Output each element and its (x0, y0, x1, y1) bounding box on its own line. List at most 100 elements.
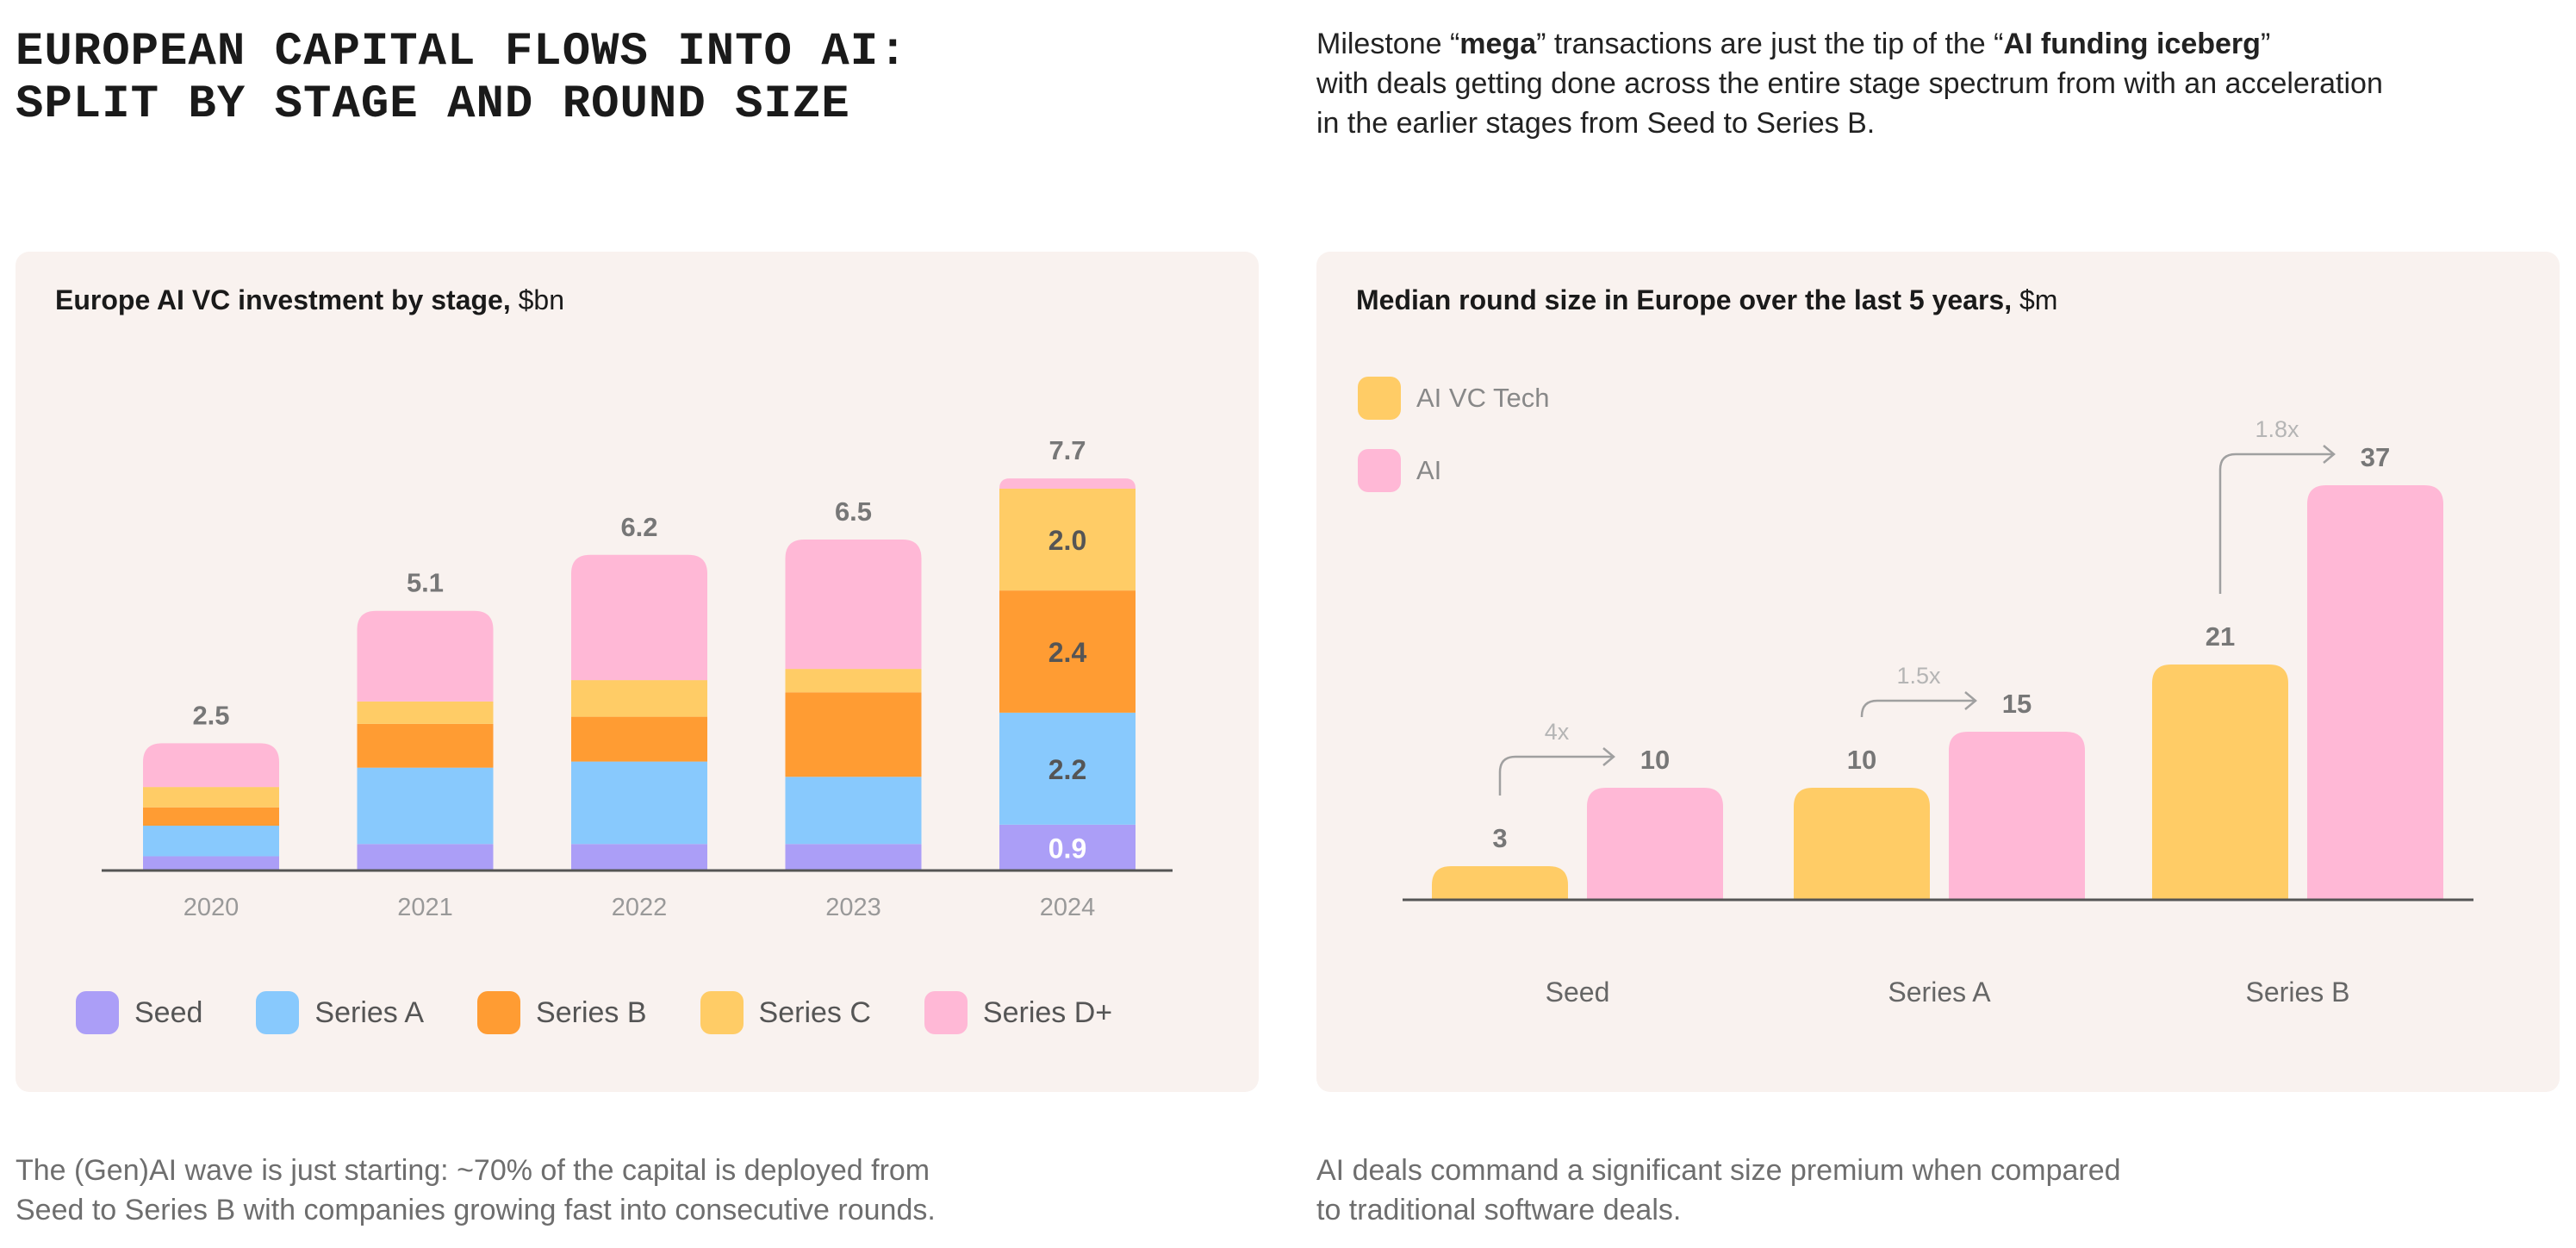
data-label-seed-2024: 0.9 (1048, 833, 1086, 864)
x-tick-2020: 2020 (184, 894, 240, 921)
multiplier-label-seed: 4x (1545, 719, 1570, 745)
value-label-ai-series-b: 37 (2361, 442, 2390, 472)
page-title-line-2: SPLIT BY STAGE AND ROUND SIZE (16, 78, 850, 131)
legend-swatch-series-d (924, 991, 968, 1034)
x-tick-2021: 2021 (397, 894, 453, 921)
x-tick-2023: 2023 (825, 894, 881, 921)
bar-series-a-2021 (357, 767, 494, 845)
legend-item-ai-vc-tech: AI VC Tech (1358, 377, 1550, 420)
value-label-ai-vc-tech-series-a: 10 (1847, 745, 1876, 775)
x-tick-seed: Seed (1546, 977, 1610, 1008)
round-caption-line-2: to traditional software deals. (1316, 1194, 1682, 1226)
legend-swatch-series-b (477, 991, 521, 1034)
bar-series-b-2020 (143, 807, 279, 827)
legend-label-series-a: Series A (314, 995, 425, 1029)
round-size-panel: Median round size in Europe over the las… (1316, 252, 2560, 1092)
bar-series-c-2023 (785, 669, 922, 693)
legend-item-series-b: Series B (477, 991, 647, 1034)
round-chart-title: Median round size in Europe over the las… (1356, 284, 2057, 316)
bar-series-b-2021 (357, 723, 494, 768)
bar-series-d-2024 (999, 478, 1136, 489)
bar-seed-2022 (571, 844, 707, 870)
legend-swatch-seed (76, 991, 119, 1034)
x-tick-2024: 2024 (1040, 894, 1096, 921)
bar-series-c-2021 (357, 701, 494, 724)
bar-series-c-2022 (571, 680, 707, 717)
intro-l1-e: ” (2260, 28, 2271, 60)
data-label-series-c-2024: 2.0 (1048, 525, 1086, 556)
data-label-series-b-2024: 2.4 (1048, 637, 1087, 668)
bar-series-d-2022 (571, 554, 707, 681)
x-tick-series-b: Series B (2246, 977, 2350, 1008)
legend-label-ai: AI (1416, 455, 1442, 485)
intro-line-3: in the earlier stages from Seed to Serie… (1316, 107, 1876, 140)
bar-series-a-2024 (999, 712, 1136, 825)
legend-label-series-c: Series C (758, 995, 871, 1029)
round-caption-line-1: AI deals command a significant size prem… (1316, 1154, 2121, 1187)
stage-chart-legend: Seed Series A Series B Series C Series D… (76, 991, 1166, 1034)
total-label-2024: 7.7 (1048, 435, 1086, 465)
bar-ai-vc-tech-series-b (2152, 665, 2288, 900)
page-title-line-1: EUROPEAN CAPITAL FLOWS INTO AI: (16, 26, 908, 78)
stage-investment-panel: Europe AI VC investment by stage, $bn 2.… (16, 252, 1259, 1092)
total-label-2021: 5.1 (407, 568, 444, 598)
bar-series-a-2020 (143, 826, 279, 857)
stage-chart-title-bold: Europe AI VC investment by stage, (55, 284, 511, 315)
growth-arrow-head-series-a (1964, 691, 1977, 710)
legend-label-ai-vc-tech: AI VC Tech (1416, 383, 1550, 413)
stage-chart-caption: The (Gen)AI wave is just starting: ~70% … (16, 1151, 936, 1230)
value-label-ai-vc-tech-series-b: 21 (2206, 621, 2235, 652)
intro-text: Milestone “mega” transactions are just t… (1316, 24, 2540, 143)
bar-series-d-2020 (143, 743, 279, 788)
legend-item-series-c: Series C (700, 991, 871, 1034)
value-label-ai-vc-tech-seed: 3 (1492, 823, 1507, 853)
intro-l1-a: Milestone “ (1316, 28, 1460, 60)
bar-series-b-2023 (785, 692, 922, 777)
bar-ai-series-a (1949, 732, 2085, 900)
round-chart-caption: AI deals command a significant size prem… (1316, 1151, 2121, 1230)
bar-series-a-2023 (785, 777, 922, 845)
growth-arrow-head-seed (1602, 747, 1615, 766)
legend-swatch-ai-vc-tech (1358, 377, 1401, 420)
legend-swatch-ai (1358, 449, 1401, 492)
intro-l1-iceberg: AI funding iceberg (2003, 28, 2261, 60)
total-label-2023: 6.5 (835, 496, 872, 527)
legend-label-series-b: Series B (536, 995, 647, 1029)
growth-arrow-seed (1498, 755, 1614, 796)
bar-seed-2020 (143, 856, 279, 870)
bar-ai-seed (1587, 788, 1723, 900)
stage-caption-line-2: Seed to Series B with companies growing … (16, 1194, 936, 1226)
bar-series-c-2024 (999, 488, 1136, 591)
bar-ai-vc-tech-series-a (1794, 788, 1930, 900)
data-label-series-a-2024: 2.2 (1048, 754, 1086, 785)
round-chart-title-unit: $m (2012, 284, 2058, 315)
bar-series-d-2021 (357, 610, 494, 702)
legend-label-series-d: Series D+ (982, 995, 1113, 1029)
bar-seed-2024 (999, 824, 1136, 870)
growth-arrow-head-series-b (2323, 445, 2336, 464)
bar-seed-2021 (357, 844, 494, 870)
legend-item-series-d: Series D+ (924, 991, 1112, 1034)
bar-ai-series-b (2307, 485, 2443, 900)
legend-item-seed: Seed (76, 991, 202, 1034)
round-size-chart: 3 10 Seed 10 15 Series A 21 37 Series B 4x 1.5x 1.8… (1403, 416, 2473, 1008)
growth-arrow-series-a (1860, 699, 1976, 717)
intro-l1-mega: mega (1459, 28, 1537, 60)
bar-series-b-2022 (571, 716, 707, 762)
bar-ai-vc-tech-seed (1432, 866, 1568, 900)
value-label-ai-series-a: 15 (2002, 689, 2032, 719)
stage-investment-chart: 2.5 2020 5.1 2021 6.2 2022 6.5 2023 0.9 2.2 2.4 2.0… (102, 435, 1173, 921)
round-chart-legend: AI VC Tech AI (1358, 377, 1550, 521)
legend-item-ai: AI (1358, 449, 1550, 492)
x-tick-2022: 2022 (612, 894, 668, 921)
stage-chart-title: Europe AI VC investment by stage, $bn (55, 284, 564, 316)
bar-series-d-2023 (785, 540, 922, 670)
total-label-2022: 6.2 (620, 512, 657, 542)
round-chart-title-bold: Median round size in Europe over the las… (1356, 284, 2013, 315)
legend-item-series-a: Series A (256, 991, 424, 1034)
legend-swatch-series-c (700, 991, 744, 1034)
x-tick-series-a: Series A (1888, 977, 1991, 1008)
growth-arrow-series-b (2218, 452, 2334, 594)
page-title: EUROPEAN CAPITAL FLOWS INTO AI: SPLIT BY… (16, 26, 908, 131)
bar-series-b-2024 (999, 590, 1136, 713)
